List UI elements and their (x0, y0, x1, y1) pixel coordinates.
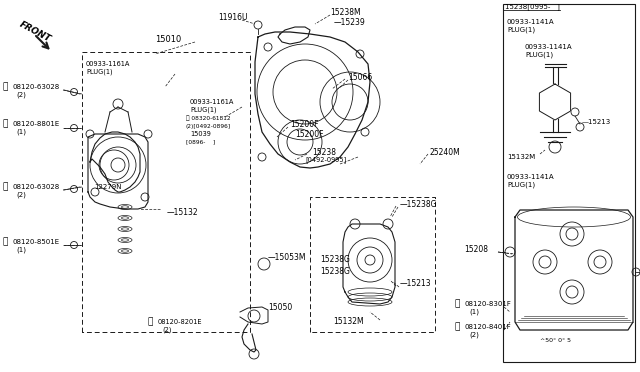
Text: 15039: 15039 (190, 131, 211, 137)
Text: 25240M: 25240M (430, 148, 461, 157)
Text: 00933-1141A: 00933-1141A (507, 19, 555, 25)
Text: 11916U: 11916U (218, 13, 248, 22)
Text: Ⓑ: Ⓑ (2, 237, 8, 247)
Text: (2)[0492-0896]: (2)[0492-0896] (186, 124, 231, 128)
Polygon shape (515, 210, 633, 330)
Text: (2): (2) (162, 327, 172, 333)
Text: —15238G: —15238G (400, 199, 438, 208)
Text: [0896-    ]: [0896- ] (186, 140, 215, 144)
Text: 08120-63028: 08120-63028 (12, 184, 60, 190)
Text: 08120-8201E: 08120-8201E (158, 319, 202, 325)
Text: 12279N: 12279N (94, 184, 122, 190)
Text: Ⓑ: Ⓑ (2, 119, 8, 128)
Text: Ⓢ 08320-61812: Ⓢ 08320-61812 (186, 115, 230, 121)
Polygon shape (255, 32, 370, 168)
Text: (2): (2) (16, 92, 26, 98)
Text: Ⓑ: Ⓑ (2, 83, 8, 92)
Text: 15132M: 15132M (507, 154, 535, 160)
Polygon shape (540, 84, 571, 120)
Text: PLUG(1): PLUG(1) (86, 69, 113, 75)
Text: 08120-63028: 08120-63028 (12, 84, 60, 90)
Text: Ⓑ: Ⓑ (2, 183, 8, 192)
Text: 08120-8401F: 08120-8401F (465, 324, 512, 330)
Text: ^50° 0° 5: ^50° 0° 5 (540, 337, 571, 343)
Text: 08120-8801E: 08120-8801E (12, 121, 60, 127)
Text: 08120-8501E: 08120-8501E (12, 239, 59, 245)
Text: (1): (1) (16, 129, 26, 135)
Text: (2): (2) (469, 332, 479, 338)
Text: FRONT: FRONT (18, 20, 52, 44)
Text: 15200F: 15200F (295, 129, 323, 138)
Text: —15239: —15239 (334, 17, 365, 26)
Text: PLUG(1): PLUG(1) (190, 107, 216, 113)
Text: 15132M: 15132M (333, 317, 364, 327)
Text: Ⓑ: Ⓑ (148, 317, 154, 327)
Text: 15238[0995-   ]: 15238[0995- ] (505, 4, 560, 10)
Text: 15238G: 15238G (320, 256, 350, 264)
Text: 15238: 15238 (312, 148, 336, 157)
Text: —15213: —15213 (400, 279, 431, 289)
Text: [0492-0995]: [0492-0995] (305, 157, 346, 163)
Polygon shape (88, 134, 148, 209)
Text: 00933-1141A: 00933-1141A (525, 44, 573, 50)
Bar (503, 4, 635, 362)
Text: Ⓑ: Ⓑ (455, 299, 460, 308)
Text: 08120-8301F: 08120-8301F (465, 301, 512, 307)
Text: 15238G: 15238G (320, 267, 350, 276)
Text: 15050: 15050 (268, 302, 292, 311)
Text: —15213: —15213 (582, 119, 611, 125)
Text: 00933-1161A: 00933-1161A (86, 61, 131, 67)
Text: (1): (1) (469, 309, 479, 315)
Text: (2): (2) (16, 192, 26, 198)
Text: PLUG(1): PLUG(1) (507, 27, 535, 33)
Text: 00933-1141A: 00933-1141A (507, 174, 555, 180)
Text: 15208: 15208 (464, 246, 488, 254)
Text: 15066: 15066 (348, 73, 372, 81)
Text: 15238M: 15238M (330, 7, 360, 16)
Text: 15010: 15010 (155, 35, 181, 44)
Text: PLUG(1): PLUG(1) (507, 182, 535, 188)
Text: (1): (1) (16, 247, 26, 253)
Text: —15053M: —15053M (268, 253, 307, 262)
Text: 15200F: 15200F (290, 119, 319, 128)
Text: PLUG(1): PLUG(1) (525, 52, 553, 58)
Text: Ⓑ: Ⓑ (455, 323, 460, 331)
Text: 00933-1161A: 00933-1161A (190, 99, 234, 105)
Text: —15132: —15132 (167, 208, 198, 217)
Polygon shape (343, 224, 395, 304)
